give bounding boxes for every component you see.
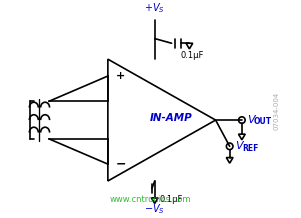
Text: $\mathit{V}$: $\mathit{V}$ xyxy=(235,139,246,151)
Text: $\mathit{+V_S}$: $\mathit{+V_S}$ xyxy=(144,1,165,15)
Text: REF: REF xyxy=(242,144,258,153)
Text: $\mathit{V}$: $\mathit{V}$ xyxy=(247,113,258,125)
Text: OUT: OUT xyxy=(254,118,272,126)
Text: $\mathit{-V_S}$: $\mathit{-V_S}$ xyxy=(144,203,165,216)
Text: 07034-004: 07034-004 xyxy=(274,92,280,130)
Polygon shape xyxy=(108,59,216,181)
Text: IN-AMP: IN-AMP xyxy=(150,113,193,123)
Text: −: − xyxy=(116,158,126,171)
Text: 0.1μF: 0.1μF xyxy=(180,51,203,60)
Text: 0.1μF: 0.1μF xyxy=(160,195,183,204)
Text: www.cntronics.com: www.cntronics.com xyxy=(109,195,191,204)
Text: +: + xyxy=(116,71,126,81)
